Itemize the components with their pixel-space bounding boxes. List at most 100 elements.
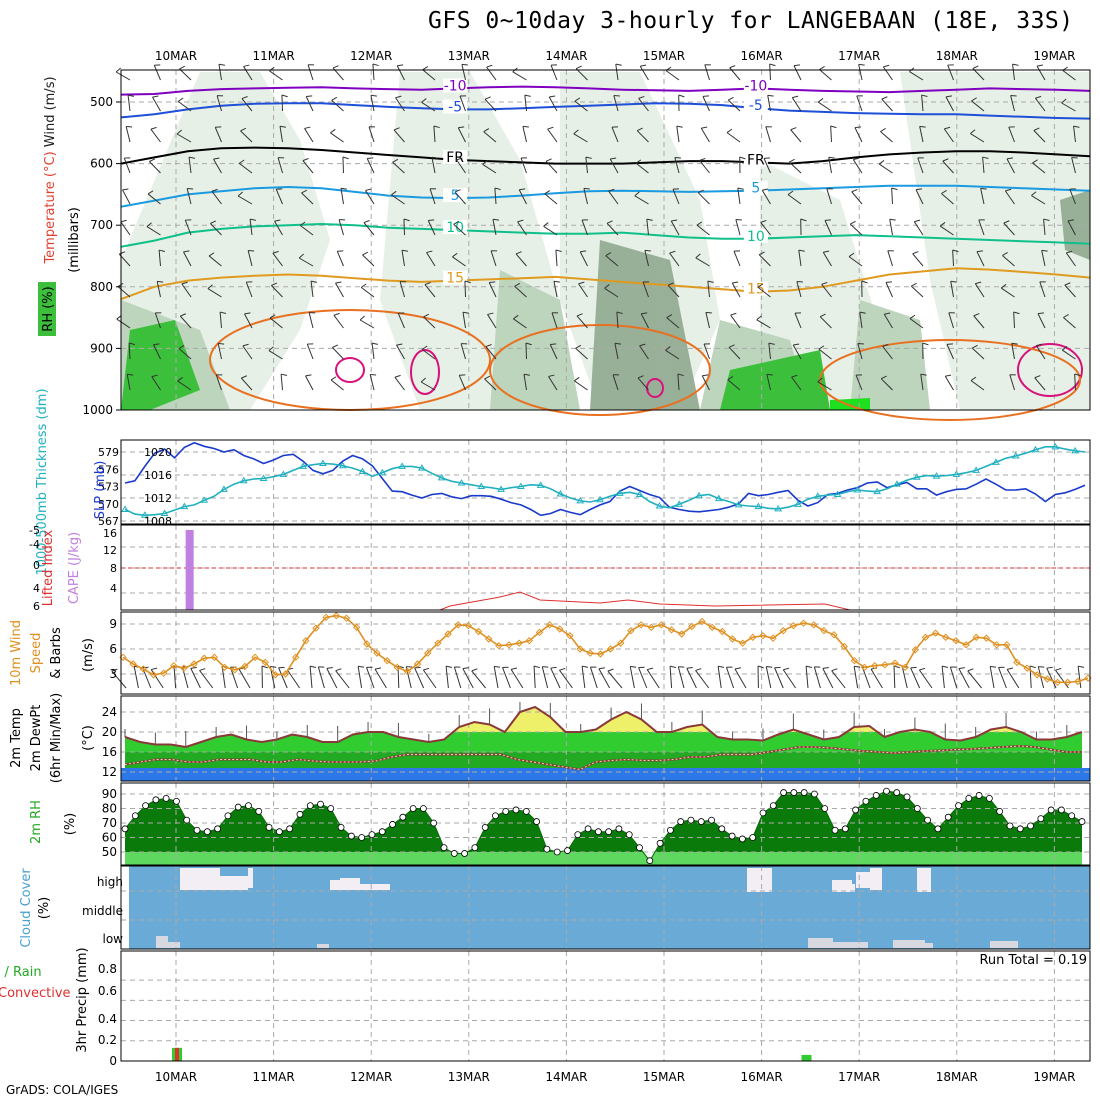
high-cloud-block: [220, 876, 248, 890]
y-tick-label: 700: [90, 218, 113, 232]
wind-barb: [115, 67, 121, 73]
wind-barb: [1034, 97, 1046, 112]
wind-barb: [1031, 191, 1037, 196]
wind-barb: [669, 250, 676, 254]
high-cloud-block: [845, 884, 855, 892]
wind10m-barb: [190, 668, 201, 689]
wind-barb: [484, 98, 497, 112]
wind-barb: [120, 219, 127, 223]
wind-speed-marker: [495, 641, 503, 650]
wind-barb: [274, 220, 283, 236]
wind-barb: [821, 281, 828, 285]
wind-barb: [392, 161, 405, 174]
wind10m-barb: [405, 666, 412, 689]
rh-marker: [780, 789, 787, 796]
thickness-tick: 567: [98, 515, 119, 528]
wind-barb: [974, 283, 985, 298]
wind-barb: [575, 344, 582, 349]
thickness-tick: 576: [98, 463, 119, 476]
wind-barb: [881, 96, 888, 100]
wind-barb: [881, 98, 893, 112]
wind10m-barb: [589, 666, 598, 689]
wind-barb: [401, 249, 408, 252]
wind10m-barb: [550, 666, 557, 669]
wind-barb: [525, 342, 532, 346]
wind10m-barb: [958, 668, 970, 689]
wind-barb: [1067, 219, 1074, 222]
precip-convective-bar: [175, 1047, 179, 1061]
wind-barb: [952, 249, 959, 253]
wind-barb: [522, 126, 527, 143]
rh-tick: 90: [102, 787, 117, 801]
wind-barb: [921, 95, 924, 112]
wind-barb: [793, 64, 801, 67]
wind-barb: [638, 98, 649, 112]
wind-barb: [127, 94, 135, 97]
wind-barb: [609, 158, 619, 174]
chart-title: GFS 0~10day 3-hourly for LANGEBAAN (18E,…: [428, 8, 1074, 34]
wind-speed-marker: [921, 633, 930, 642]
wind-speed-marker: [454, 621, 462, 629]
wind-barb: [153, 343, 160, 346]
wind-barb: [1013, 311, 1015, 329]
wind-barb: [547, 126, 554, 130]
wind-barb: [945, 95, 952, 98]
rh-marker: [677, 818, 685, 825]
wind-barb: [704, 64, 710, 81]
wind-barb: [218, 342, 225, 345]
thickness-marker: [160, 509, 169, 517]
wind-speed-marker: [383, 656, 391, 665]
wind-barb: [548, 96, 558, 112]
wind-barb: [1066, 250, 1073, 254]
rh-marker: [275, 828, 283, 836]
wind-barb: [330, 376, 337, 381]
wind-barb: [756, 319, 771, 329]
thickness-marker: [477, 482, 486, 489]
rh-marker: [625, 831, 633, 838]
wind-barb: [484, 378, 497, 391]
wind-barb: [726, 132, 741, 143]
wind-barb: [332, 65, 339, 69]
wind-barb: [735, 219, 741, 236]
wind-barb: [950, 280, 957, 283]
rh-marker: [636, 844, 643, 852]
wind-barb: [850, 220, 856, 225]
wind10m-barb: [422, 669, 437, 689]
wind-barb: [944, 126, 951, 130]
precip-axis-label: 3hr Precip (mm): [75, 947, 90, 1052]
wind10m-barb: [199, 668, 206, 671]
wind-barb: [575, 65, 582, 70]
li-tick: -5: [29, 524, 40, 537]
wind-speed-marker: [677, 630, 686, 638]
x-tick-label-top: 12MAR: [350, 49, 392, 63]
wind-barb: [1036, 343, 1043, 347]
wind-barb: [790, 127, 797, 131]
rh-marker: [584, 825, 592, 833]
wind-barb: [1035, 345, 1046, 360]
cape-bar: [185, 530, 194, 610]
wind10m-barb: [695, 668, 702, 671]
wind-barb: [634, 191, 640, 197]
wind-barb: [177, 97, 184, 102]
rh-axis-label: RH (%): [41, 286, 56, 331]
slp-tick: 1008: [144, 515, 172, 528]
x-tick-label-bottom: 18MAR: [936, 1070, 978, 1084]
wind-barb: [666, 317, 680, 329]
wind-barb: [147, 193, 161, 205]
thickness-marker: [972, 466, 981, 473]
wind-barb: [792, 344, 802, 360]
rh2m-label: 2m RH: [29, 800, 44, 844]
wind-barb: [919, 125, 926, 128]
rh-band-base: [125, 852, 1082, 865]
wind10m-barb: [445, 666, 449, 689]
slp-tick: 1020: [144, 446, 172, 459]
wind-speed-marker: [1063, 678, 1072, 687]
wind-barb: [790, 129, 802, 143]
wind-barb: [798, 250, 802, 267]
wind-barb: [733, 250, 741, 267]
wind-barb: [126, 125, 133, 128]
wind-barb: [605, 252, 612, 257]
high-cloud-block: [330, 880, 342, 890]
wind-barbs-label: & Barbs: [49, 627, 64, 679]
wind-barb: [579, 251, 588, 267]
